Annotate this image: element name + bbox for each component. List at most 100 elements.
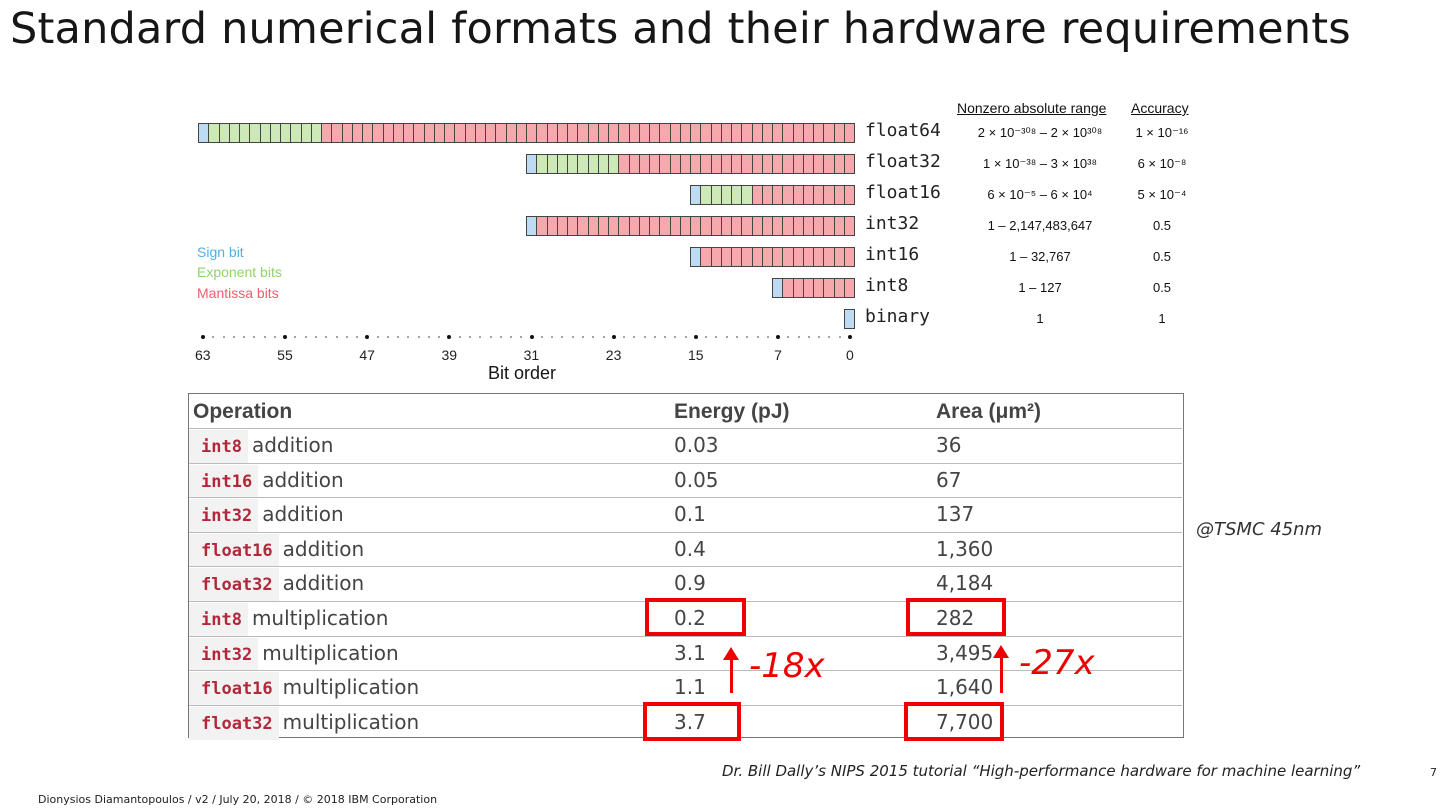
accuracy-float16: 5 × 10⁻⁴ bbox=[1137, 187, 1187, 202]
accuracy-float64: 1 × 10⁻¹⁶ bbox=[1135, 125, 1189, 140]
axis-dot bbox=[458, 336, 461, 338]
energy-cell: 0.2 bbox=[674, 606, 706, 630]
type-code: int8 bbox=[189, 603, 248, 636]
accuracy-int32: 0.5 bbox=[1152, 218, 1172, 233]
operation-text: addition bbox=[251, 433, 334, 457]
axis-dot bbox=[325, 336, 328, 338]
axis-tick-label: 7 bbox=[774, 347, 782, 363]
axis-dot bbox=[674, 336, 677, 338]
axis-dot bbox=[551, 336, 554, 338]
arrow-up-icon bbox=[993, 645, 1009, 658]
axis-dot bbox=[602, 336, 605, 338]
citation: Dr. Bill Dally’s NIPS 2015 tutorial “Hig… bbox=[722, 762, 1361, 780]
axis-tick-label: 55 bbox=[277, 347, 293, 363]
axis-dot bbox=[736, 336, 739, 338]
axis-dot bbox=[356, 336, 359, 338]
axis-dot bbox=[417, 336, 420, 338]
operation-cell: int8 multiplication bbox=[189, 602, 388, 637]
accuracy-binary: 1 bbox=[1158, 311, 1166, 326]
axis-dot bbox=[304, 336, 307, 338]
sign-bit bbox=[844, 309, 856, 329]
type-code: int8 bbox=[189, 430, 248, 463]
operation-text: addition bbox=[282, 571, 365, 596]
table-row: int16 addition 0.05 67 bbox=[189, 462, 1182, 499]
mantissa-bit bbox=[843, 247, 855, 267]
area-cell: 137 bbox=[936, 502, 975, 527]
operation-text: multiplication bbox=[282, 675, 420, 700]
accuracy-header: Accuracy bbox=[1131, 100, 1189, 116]
energy-reduction-label: -18x bbox=[749, 646, 825, 686]
tech-node-note: @TSMC 45nm bbox=[1196, 519, 1323, 540]
axis-dot bbox=[345, 336, 348, 338]
axis-dot bbox=[520, 336, 523, 338]
area-cell: 282 bbox=[936, 606, 975, 630]
axis-dot bbox=[766, 336, 769, 338]
axis-dot bbox=[561, 336, 564, 338]
bit-row-int32 bbox=[526, 216, 855, 236]
operation-cell: float16 multiplication bbox=[189, 671, 419, 706]
slide-title: Standard numerical formats and their har… bbox=[10, 4, 1351, 54]
axis-tick-label: 0 bbox=[846, 347, 854, 363]
axis-dot bbox=[848, 335, 852, 339]
axis-dot bbox=[294, 336, 297, 338]
highlight-float32-mult-area bbox=[904, 702, 1004, 741]
axis-dot bbox=[335, 336, 338, 338]
operation-cell: int32 multiplication bbox=[189, 637, 399, 672]
range-header: Nonzero absolute range bbox=[957, 100, 1107, 116]
range-binary: 1 bbox=[1036, 311, 1044, 326]
axis-dot bbox=[693, 335, 698, 339]
bit-row-float16 bbox=[690, 185, 855, 205]
axis-dot bbox=[828, 336, 831, 338]
axis-dot bbox=[746, 336, 749, 338]
axis-dot bbox=[283, 335, 288, 339]
header-operation: Operation bbox=[193, 400, 293, 423]
area-cell: 7,700 bbox=[936, 709, 994, 734]
format-name-int16: int16 bbox=[865, 244, 920, 265]
table-row: int32 multiplication 3.1 3,495 bbox=[189, 635, 1182, 672]
operation-cell: int8 addition bbox=[189, 429, 333, 464]
table-row: float32 multiplication 3.7 7,700 bbox=[189, 704, 1182, 741]
page-number: 7 bbox=[1430, 766, 1437, 779]
axis-tick-label: 31 bbox=[523, 347, 540, 363]
format-name-int8: int8 bbox=[865, 275, 909, 296]
axis-dot bbox=[818, 336, 821, 338]
axis-dot bbox=[540, 336, 543, 338]
axis-dot bbox=[201, 335, 205, 339]
axis-dot bbox=[243, 336, 246, 338]
footer: Dionysios Diamantopoulos / v2 / July 20,… bbox=[38, 793, 438, 806]
range-float64: 2 × 10⁻³⁰⁸ – 2 × 10³⁰⁸ bbox=[977, 125, 1103, 140]
bit-row-int8 bbox=[772, 278, 855, 298]
axis-tick-label: 63 bbox=[195, 347, 211, 363]
bit-row-int16 bbox=[690, 247, 855, 267]
type-code: float32 bbox=[189, 706, 279, 740]
axis-dot bbox=[787, 336, 790, 338]
axis-dot bbox=[386, 336, 389, 338]
format-name-int32: int32 bbox=[865, 213, 920, 234]
table-row: int8 multiplication 0.2 282 bbox=[189, 601, 1182, 637]
range-int16: 1 – 32,767 bbox=[1009, 249, 1071, 264]
table-row: float16 multiplication 1.1 1,640 bbox=[189, 670, 1182, 706]
mantissa-bit bbox=[843, 278, 855, 298]
range-int8: 1 – 127 bbox=[1018, 280, 1062, 295]
accuracy-int16: 0.5 bbox=[1152, 249, 1172, 264]
type-code: float16 bbox=[189, 672, 279, 706]
format-name-binary: binary bbox=[865, 306, 931, 327]
mantissa-bit bbox=[843, 216, 855, 236]
axis-dot bbox=[807, 336, 810, 338]
type-code: int32 bbox=[189, 499, 259, 533]
axis-tick-label: 15 bbox=[687, 347, 704, 363]
bit-row-binary bbox=[844, 309, 856, 329]
format-name-float16: float16 bbox=[865, 182, 941, 203]
energy-cell: 0.03 bbox=[674, 433, 719, 457]
area-cell: 3,495 bbox=[936, 640, 994, 665]
energy-cell: 0.4 bbox=[674, 536, 706, 561]
arrow-shaft bbox=[1000, 657, 1003, 693]
highlight-float32-mult-energy bbox=[643, 702, 741, 741]
operation-text: addition bbox=[282, 536, 365, 561]
axis-tick-label: 23 bbox=[605, 347, 622, 363]
axis-dot bbox=[581, 336, 584, 338]
legend-exponent: Exponent bits bbox=[197, 264, 282, 280]
axis-dot bbox=[633, 336, 636, 338]
range-float32: 1 × 10⁻³⁸ – 3 × 10³⁸ bbox=[983, 156, 1097, 171]
energy-cell: 0.05 bbox=[674, 467, 719, 492]
